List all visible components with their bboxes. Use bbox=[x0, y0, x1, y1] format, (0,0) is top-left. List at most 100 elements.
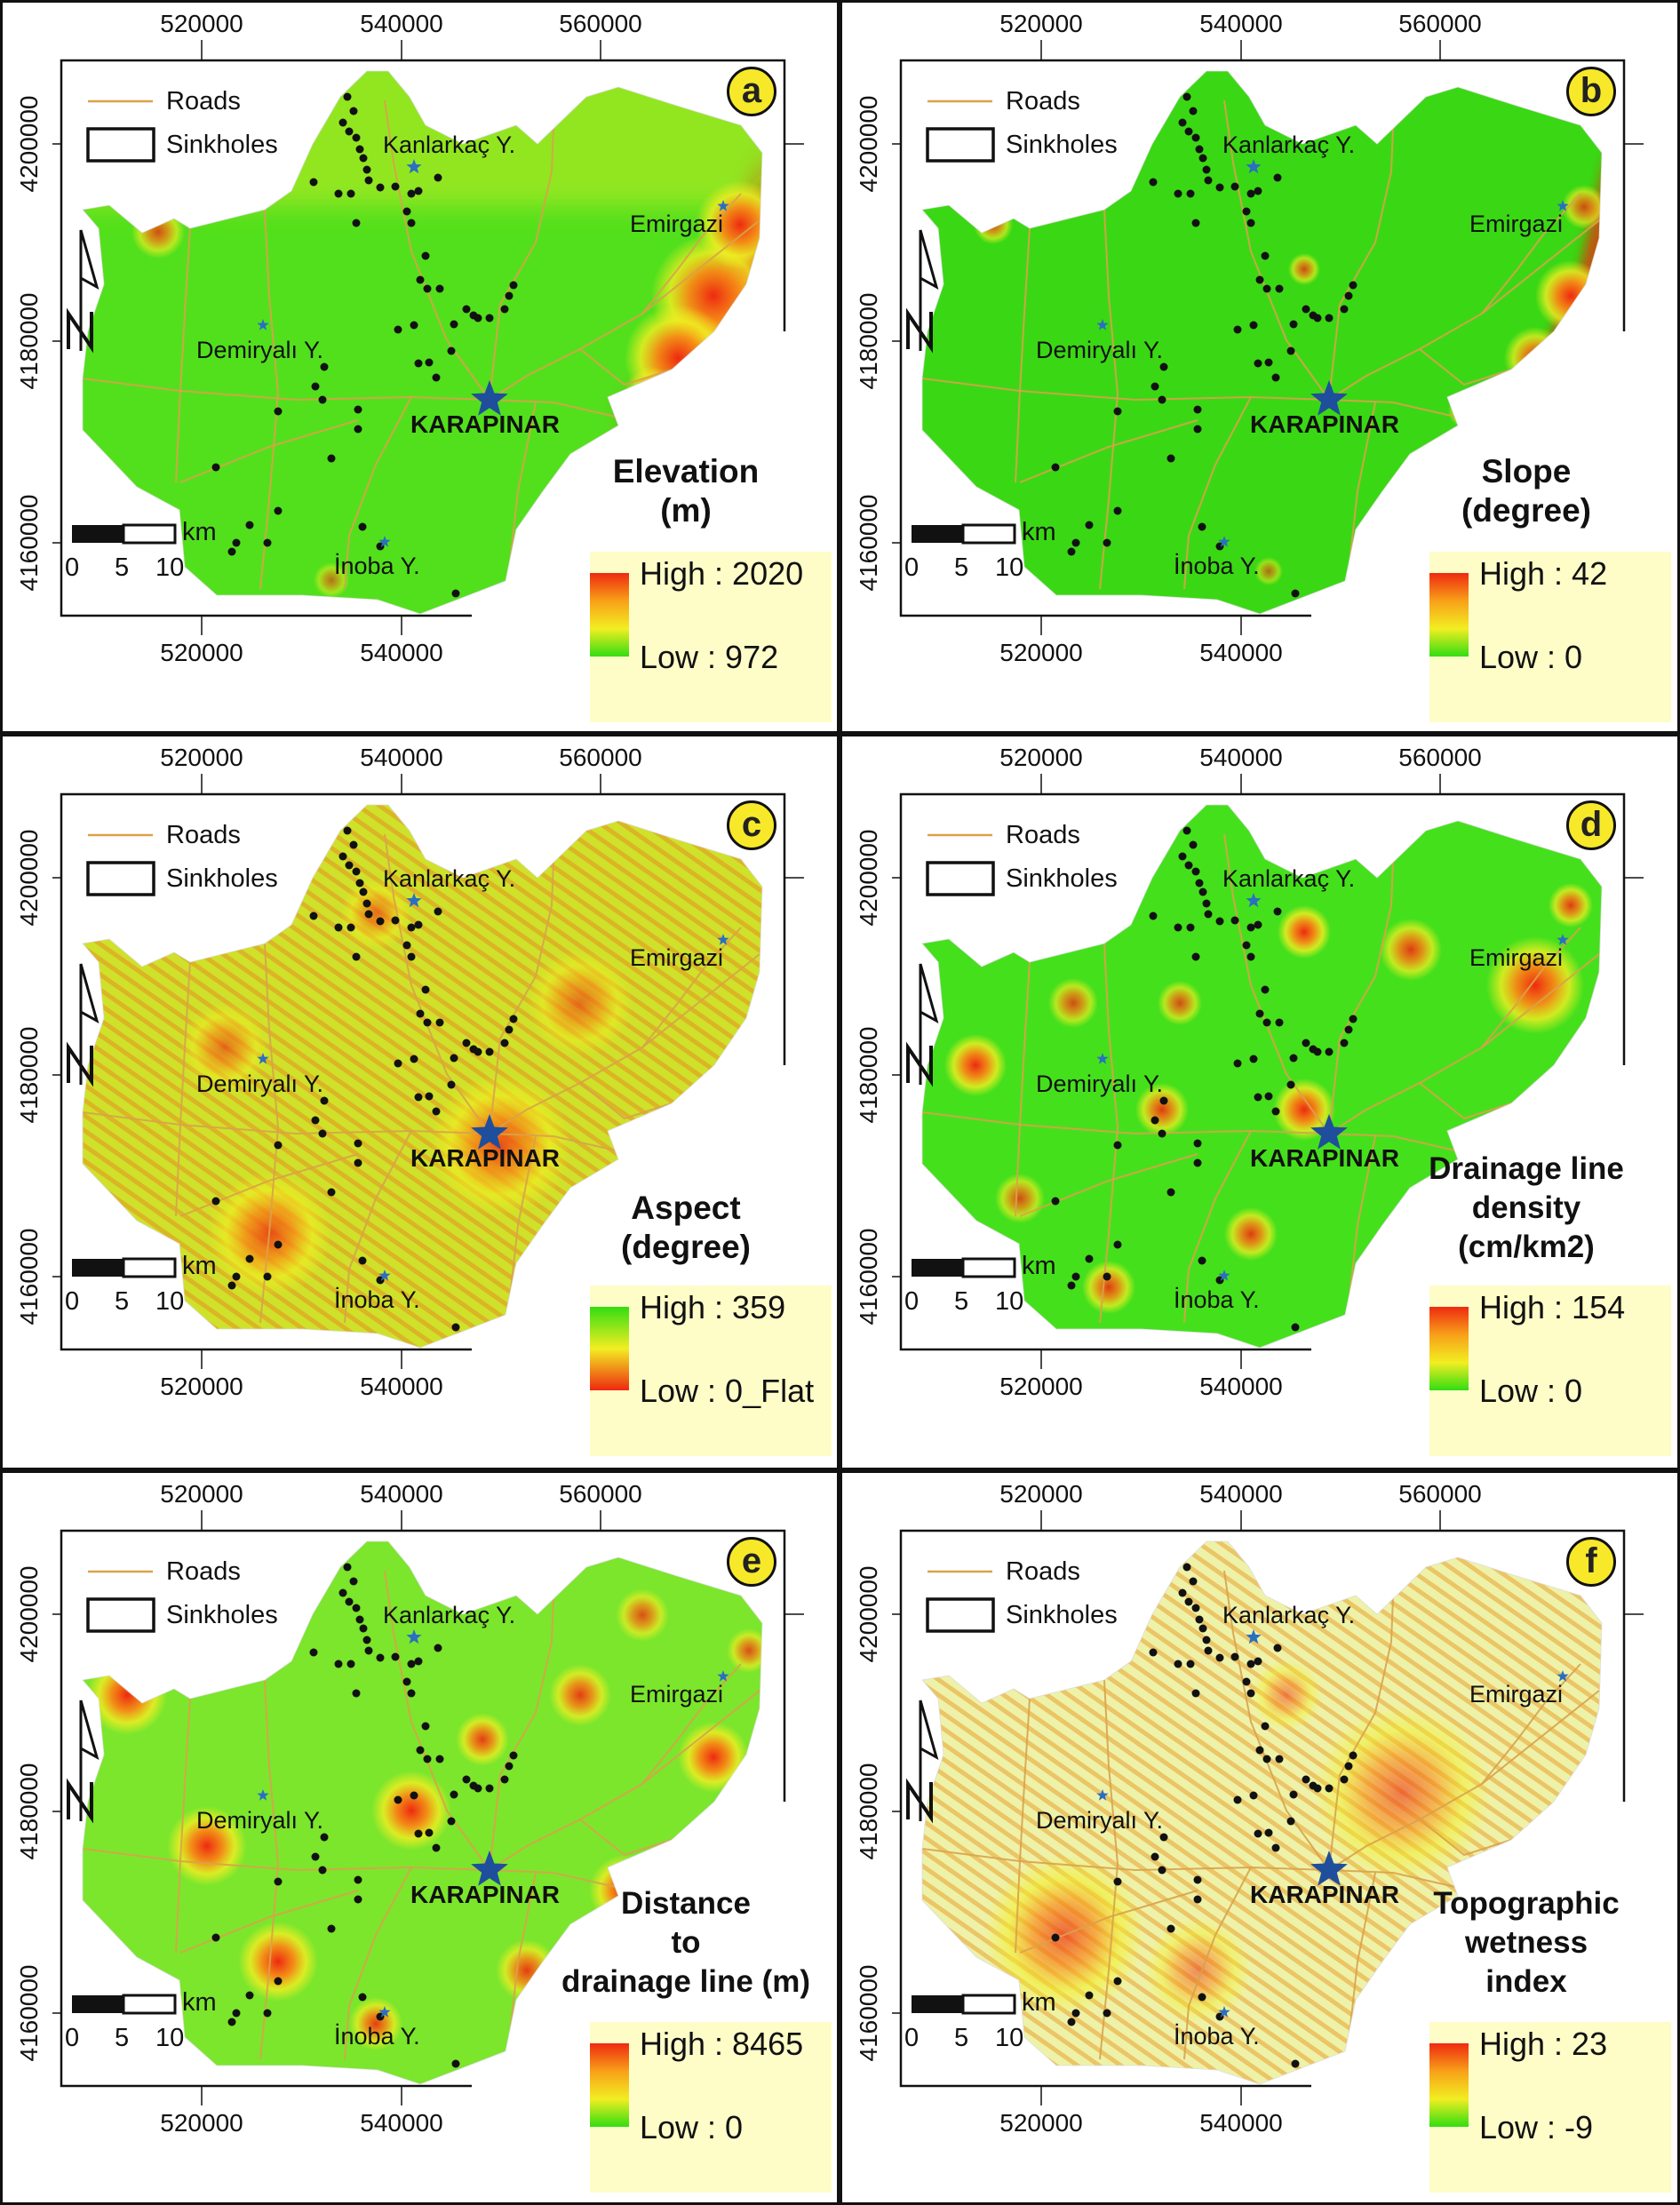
sinkhole-point bbox=[394, 1795, 402, 1804]
sinkhole-point bbox=[1202, 165, 1211, 174]
sinkhole-point bbox=[1255, 1009, 1264, 1018]
sinkhole-point bbox=[1198, 1993, 1206, 2002]
x-tick-label-top: 520000 bbox=[160, 744, 243, 771]
star-icon bbox=[378, 536, 391, 547]
roads-legend-label: Roads bbox=[166, 1557, 241, 1586]
map-panel-f: 520000 540000 560000 520000 540000 4200000 418… bbox=[840, 1470, 1680, 2205]
sinkhole-point bbox=[355, 879, 364, 888]
sinkhole-point bbox=[1067, 1281, 1076, 1290]
star-icon bbox=[406, 159, 422, 174]
sinkhole-point bbox=[1264, 358, 1273, 367]
sinkhole-point bbox=[509, 1751, 518, 1760]
x-tick-label-top: 560000 bbox=[1398, 744, 1482, 771]
sinkhole-point bbox=[1166, 1188, 1175, 1197]
sinkhole-point bbox=[354, 405, 362, 414]
sinkhole-point bbox=[485, 1047, 494, 1056]
sinkhole-point bbox=[1254, 359, 1262, 368]
color-ramp bbox=[1429, 1307, 1469, 1390]
place-label-demiryali: Demiryalı Y. bbox=[196, 1071, 324, 1097]
y-tick-label: 4200000 bbox=[15, 1565, 43, 1663]
road-line bbox=[1103, 943, 1119, 1128]
sinkhole-point bbox=[1051, 463, 1060, 472]
sinkhole-point bbox=[1289, 1054, 1298, 1063]
sinkhole-point bbox=[1204, 176, 1213, 185]
y-tick-label: 4160000 bbox=[15, 1964, 43, 2062]
sinkhole-point bbox=[1302, 305, 1310, 314]
sinkholes-legend-label: Sinkholes bbox=[1006, 1601, 1118, 1629]
road-line bbox=[1481, 1663, 1581, 1785]
place-label-emirgazi: Emirgazi bbox=[1469, 944, 1564, 971]
sinkhole-point bbox=[345, 1597, 354, 1606]
legend-title-line: (m) bbox=[660, 492, 712, 529]
sinkhole-point bbox=[1246, 923, 1255, 932]
star-icon bbox=[1246, 1629, 1262, 1644]
place-label-kanlarkac: Kanlarkaç Y. bbox=[1222, 131, 1356, 158]
raster-hotspot bbox=[1273, 1079, 1335, 1141]
scale-bar-label: 0 bbox=[65, 553, 80, 582]
place-label-kanlarkac: Kanlarkaç Y. bbox=[383, 1602, 516, 1628]
roads-legend-label: Roads bbox=[1006, 87, 1080, 115]
sinkhole-point bbox=[1113, 1877, 1122, 1886]
sinkhole-point bbox=[1254, 1657, 1262, 1666]
road-line bbox=[1419, 1819, 1512, 1857]
x-tick-label-bottom: 540000 bbox=[360, 1373, 443, 1400]
legend-high-label: High : 23 bbox=[1479, 2026, 1608, 2062]
color-ramp bbox=[590, 2043, 629, 2127]
road-line bbox=[508, 402, 537, 572]
sinkhole-point bbox=[474, 1047, 482, 1056]
sinkhole-point bbox=[274, 1141, 283, 1150]
road-line bbox=[579, 348, 673, 386]
sinkhole-point bbox=[1275, 1755, 1284, 1763]
legend-low-label: Low : -9 bbox=[1479, 2109, 1594, 2145]
sinkhole-point bbox=[1186, 923, 1195, 932]
sinkhole-point bbox=[1286, 346, 1295, 355]
sinkhole-point bbox=[211, 1197, 220, 1206]
sinkhole-point bbox=[1198, 522, 1206, 531]
road-line bbox=[1019, 1890, 1198, 1954]
road-line bbox=[1015, 1698, 1031, 1954]
scale-bar-label: 5 bbox=[115, 553, 130, 582]
color-ramp bbox=[590, 1307, 629, 1390]
x-tick-label-top: 560000 bbox=[1398, 10, 1482, 37]
sinkhole-point bbox=[1198, 1256, 1206, 1265]
x-tick-label-bottom: 520000 bbox=[999, 2109, 1083, 2137]
sinkhole-point bbox=[1233, 1059, 1242, 1068]
sinkhole-point bbox=[1186, 1660, 1195, 1668]
sinkhole-point bbox=[462, 305, 471, 314]
sinkhole-point bbox=[1325, 1047, 1334, 1056]
sinkhole-point bbox=[425, 358, 434, 367]
x-tick-label-top: 540000 bbox=[1199, 10, 1283, 37]
road-line bbox=[1103, 209, 1119, 394]
sinkhole-point bbox=[349, 107, 358, 115]
sinkholes-legend-symbol bbox=[86, 127, 155, 163]
legend-title: Slope (degree) bbox=[1393, 452, 1660, 530]
sinkhole-point bbox=[423, 1018, 432, 1027]
sinkhole-point bbox=[1246, 219, 1255, 227]
legend-title-line: Distance bbox=[621, 1886, 751, 1921]
sinkhole-point bbox=[1254, 1093, 1262, 1102]
star-icon bbox=[1310, 380, 1348, 416]
sinkhole-point bbox=[410, 1055, 418, 1063]
sinkhole-point bbox=[474, 314, 482, 322]
road-line bbox=[175, 227, 191, 483]
scale-bar-label: 5 bbox=[954, 1287, 969, 1316]
sinkhole-point bbox=[320, 1096, 329, 1105]
legend-title-line: density bbox=[1471, 1190, 1581, 1225]
sinkhole-point bbox=[355, 145, 364, 154]
raster-hotspot bbox=[1562, 185, 1602, 229]
place-label-demiryali: Demiryalı Y. bbox=[1036, 1807, 1164, 1834]
place-label-demiryali: Demiryalı Y. bbox=[1036, 337, 1164, 363]
road-line bbox=[1099, 1126, 1119, 1324]
legend-title-line: (degree) bbox=[621, 1229, 751, 1265]
y-tick-label: 4180000 bbox=[855, 292, 882, 390]
scale-bar-unit: km bbox=[182, 1988, 217, 2017]
road-line bbox=[1223, 100, 1330, 401]
sinkhole-point bbox=[362, 165, 371, 174]
scale-bar-label: 0 bbox=[65, 1287, 80, 1316]
north-arrow-icon bbox=[906, 229, 939, 354]
sinkhole-point bbox=[1313, 1047, 1322, 1056]
legend-low-label: Low : 0 bbox=[1479, 639, 1583, 675]
y-tick-label: 4160000 bbox=[15, 494, 43, 592]
y-tick-label: 4180000 bbox=[15, 1026, 43, 1124]
sinkhole-point bbox=[414, 920, 423, 929]
